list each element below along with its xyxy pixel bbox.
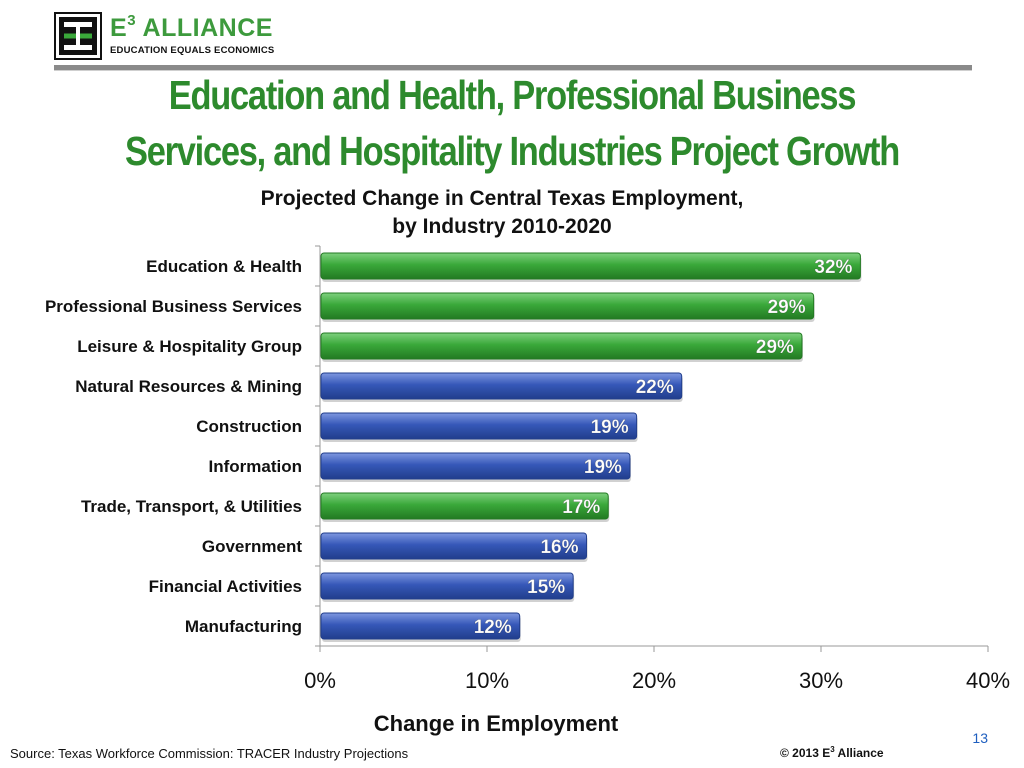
bar-1 [320,252,861,280]
bar-10 [320,612,521,640]
headline-line-2: Services, and Hospitality Industries Pro… [124,128,900,174]
x-tick-label: 20% [632,668,676,693]
bar-9 [320,572,574,600]
bar-value-label: 22% [636,377,674,398]
bar-value-label: 29% [768,297,806,318]
employment-change-bar-chart: 0% 10% 20% 30% 40% Education & Health 32% Profe… [45,245,1010,693]
x-tick-label: 40% [966,668,1010,693]
chart-title-line-2: by Industry 2010-2020 [392,215,612,238]
bar-value-label: 17% [562,497,600,518]
header-divider [54,65,972,71]
headline-line-1: Education and Health, Professional Busin… [168,72,857,118]
e3-logo-mark-icon [54,12,102,60]
bar-value-label: 19% [591,417,629,438]
source-note: Source: Texas Workforce Commission: TRAC… [10,746,409,761]
bar-8 [320,532,588,560]
category-label: Construction [196,417,302,436]
bar-value-label: 15% [527,577,565,598]
page-number: 13 [972,730,988,746]
category-label: Government [202,537,302,556]
bar-value-label: 32% [814,257,852,278]
category-label: Manufacturing [185,617,302,636]
category-label: Financial Activities [149,577,302,596]
e3-alliance-logo: E3 ALLIANCE EDUCATION EQUALS ECONOMICS [54,12,274,62]
bar-value-label: 29% [756,337,794,358]
bar-value-label: 12% [474,617,512,638]
category-label: Leisure & Hospitality Group [77,337,302,356]
category-label: Education & Health [146,257,302,276]
bar-5 [320,412,638,440]
bar-2 [320,292,815,320]
bar-7 [320,492,609,520]
bar-3 [320,332,803,360]
category-label: Natural Resources & Mining [75,377,302,396]
bar-4 [320,372,683,400]
x-tick-label: 10% [465,668,509,693]
logo-name: E3 ALLIANCE [110,12,273,42]
copyright-note: © 2013 E3 Alliance [780,745,884,760]
bar-6 [320,452,631,480]
chart-title-line-1: Projected Change in Central Texas Employ… [260,187,744,210]
bar-value-label: 16% [540,537,578,558]
x-tick-label: 0% [304,668,336,693]
category-label: Trade, Transport, & Utilities [81,497,302,516]
logo-tagline: EDUCATION EQUALS ECONOMICS [110,45,275,56]
category-label: Professional Business Services [45,297,302,316]
x-tick-label: 30% [799,668,843,693]
bar-value-label: 19% [584,457,622,478]
x-axis-label: Change in Employment [373,711,619,736]
category-label: Information [209,457,303,476]
